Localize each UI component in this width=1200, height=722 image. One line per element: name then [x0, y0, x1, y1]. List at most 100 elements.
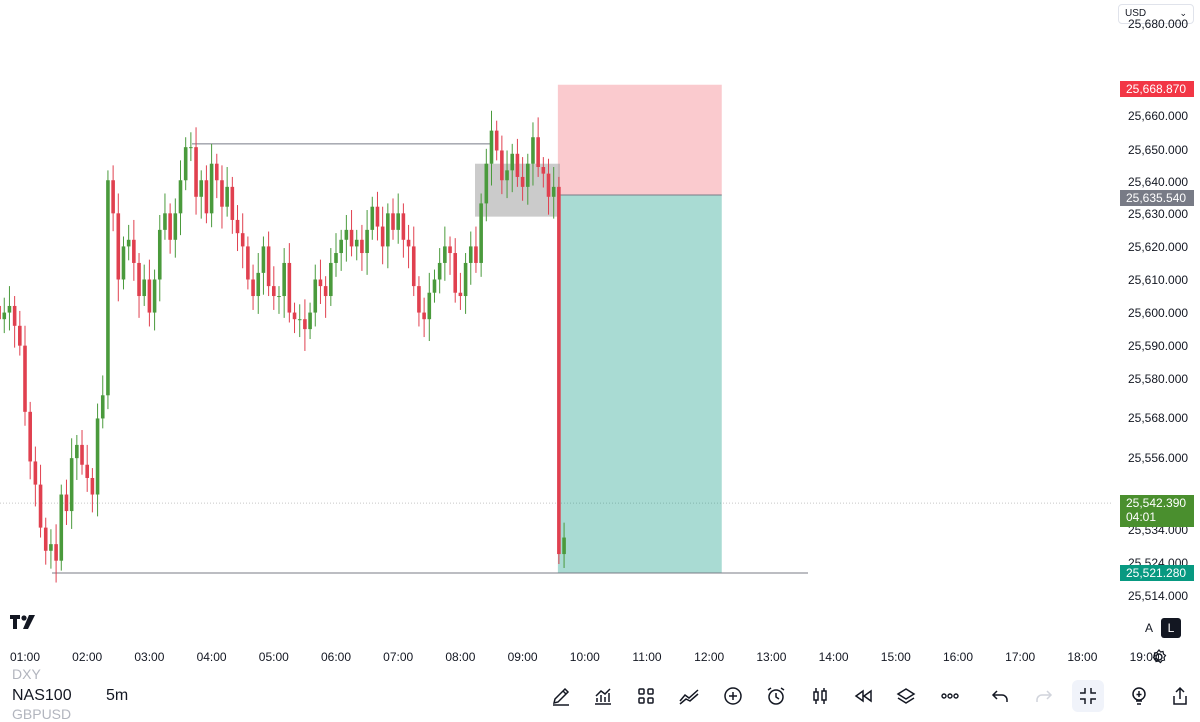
candle-body [349, 229, 354, 247]
candle-body [43, 527, 48, 551]
candle-body [308, 312, 312, 330]
interval-label[interactable]: 5m [106, 687, 129, 704]
candlestick-chart[interactable] [0, 0, 1112, 640]
next-symbol-ghost: GBPUSD [12, 706, 72, 722]
price-axis-label: 25,600.000 [1128, 306, 1189, 320]
candle-body [422, 312, 426, 320]
candle-body [137, 262, 141, 297]
candle-body [54, 544, 58, 561]
auto-scale-button[interactable]: A [1144, 621, 1153, 635]
candle-body [178, 180, 183, 214]
layers-icon [896, 688, 916, 704]
candle-body [520, 176, 525, 187]
candle-body [318, 279, 323, 287]
share-button[interactable] [1166, 682, 1194, 710]
time-axis-label: 10:00 [569, 650, 600, 664]
more-button[interactable] [936, 682, 964, 710]
time-axis-label: 19:00 [1129, 650, 1160, 664]
ideas-button[interactable] [1125, 682, 1153, 710]
candle-body [12, 305, 17, 326]
time-axis-label: 06:00 [320, 650, 352, 664]
candle-body [246, 246, 250, 280]
candle-body [157, 229, 162, 280]
price-axis-label: 25,580.000 [1128, 372, 1189, 386]
profit-target-zone [557, 195, 722, 573]
target-price-tag: 25,521.280 [1120, 565, 1194, 581]
candle-body [100, 395, 105, 419]
candle-body [59, 494, 64, 561]
candle-body [562, 537, 566, 555]
redo-icon [1036, 690, 1053, 702]
candle-body [183, 147, 188, 181]
candle-body [551, 186, 556, 197]
price-axis-label: 25,650.000 [1128, 143, 1189, 157]
candle-body [546, 173, 551, 197]
redo-button[interactable] [1030, 682, 1058, 710]
candle-body [38, 484, 43, 528]
time-axis-label: 04:00 [196, 650, 227, 664]
log-scale-button[interactable]: L [1161, 618, 1181, 638]
candle-body [147, 279, 152, 313]
candle-body [437, 262, 442, 280]
price-axis-label: 25,630.000 [1128, 207, 1189, 221]
candle-body [375, 206, 380, 227]
candle-body [484, 163, 489, 204]
candle-body [541, 167, 546, 174]
time-axis-label: 08:00 [445, 650, 476, 664]
add-button[interactable] [719, 682, 747, 710]
current-price: 25,542.390 [1126, 496, 1187, 510]
candle-body [230, 186, 235, 220]
candle-body [225, 186, 229, 207]
undo-button[interactable] [986, 682, 1014, 710]
candle-body [18, 325, 22, 346]
price-axis-label: 25,514.000 [1128, 589, 1189, 603]
compare-button[interactable] [675, 682, 703, 710]
candle-body [204, 180, 209, 214]
bar-countdown: 04:01 [1126, 510, 1157, 524]
price-axis-label: 25,590.000 [1128, 339, 1189, 353]
settings-gear-icon[interactable] [1150, 648, 1168, 671]
candle-body [33, 461, 38, 485]
alarm-clock-icon [767, 687, 785, 705]
time-axis-label: 14:00 [818, 650, 849, 664]
alert-button[interactable] [762, 682, 790, 710]
candle-body [277, 296, 281, 298]
object-tree-button[interactable] [892, 682, 920, 710]
candle-body [386, 213, 390, 247]
symbol-label[interactable]: NAS100 [12, 687, 72, 704]
candle-body [2, 312, 7, 320]
chart-type-button[interactable] [806, 682, 834, 710]
entry-price: 25,635.540 [1126, 191, 1187, 205]
indicators-button[interactable] [589, 682, 617, 710]
time-axis-label: 17:00 [1005, 650, 1036, 664]
currency-select[interactable]: USD ⌄ [1118, 4, 1194, 24]
candle-body [354, 239, 359, 247]
fullscreen-exit-button[interactable] [1072, 680, 1104, 712]
price-axis-label: 25,620.000 [1128, 240, 1189, 254]
candle-body [106, 180, 110, 396]
candle-body [334, 253, 338, 263]
candle-body [80, 444, 84, 465]
candle-body [256, 272, 261, 297]
candle-body [557, 186, 561, 555]
price-axis-label: 25,680.000 [1128, 17, 1189, 31]
candle-body [515, 153, 520, 177]
candle-body [417, 286, 421, 313]
price-axis-label: 25,610.000 [1128, 273, 1189, 287]
pencil-icon [552, 687, 570, 706]
candle-body [360, 239, 364, 254]
drawing-tool-button[interactable] [547, 682, 575, 710]
candle-body [235, 219, 240, 234]
candle-body [370, 206, 375, 230]
price-axis-label: 25,660.000 [1128, 109, 1189, 123]
candle-body [396, 213, 400, 230]
candle-body [406, 239, 411, 247]
replay-button[interactable] [849, 682, 877, 710]
candle-body [64, 494, 69, 512]
layouts-button[interactable] [632, 682, 660, 710]
tradingview-logo-icon[interactable] [10, 614, 40, 635]
candle-body [292, 312, 297, 320]
candle-body [329, 262, 333, 297]
candle-body [194, 147, 198, 197]
entry-price-tag: 25,635.540 [1120, 190, 1194, 206]
